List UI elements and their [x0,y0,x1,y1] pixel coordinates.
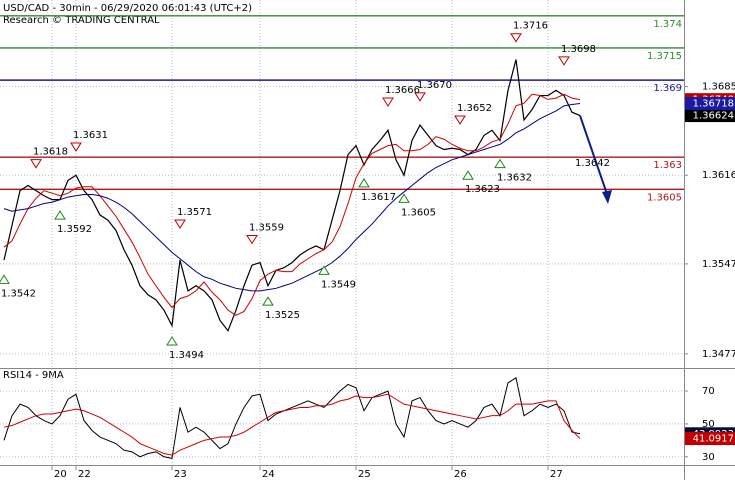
x-tick-label: 25 [358,469,371,480]
swing-low-label: 1.3549 [321,279,356,290]
y-tick-label: 1.3685 [702,82,735,93]
last-value-label: 1.36718 [693,99,734,110]
level-label: 1.3605 [647,192,682,203]
swing-low-label: 1.3525 [265,310,300,321]
swing-low-marker [398,193,410,203]
swing-high-marker [70,142,82,152]
x-tick-label: 23 [174,469,187,480]
swing-low-label: 1.3623 [465,184,500,195]
swing-high-marker [174,219,186,229]
level-label: 1.369 [653,83,682,94]
swing-low-marker [0,274,10,284]
swing-high-marker [510,33,522,43]
y-tick-label: 70 [702,386,715,397]
swing-low-label: 1.3605 [401,207,436,218]
swing-high-marker [246,234,258,245]
swing-high-label: 1.3652 [457,103,492,114]
swing-low-marker [462,170,474,180]
last-value-tag [685,97,735,111]
y-tick-label: 50 [702,419,715,430]
swing-high-label: 1.3631 [73,130,108,141]
swing-high-label: 1.3716 [513,21,548,32]
last-value-label: 1.36624 [693,111,734,122]
swing-high-label: 1.3571 [177,207,212,218]
level-label: 1.363 [653,160,682,171]
y-tick-label: 1.3477 [702,349,735,360]
swing-high-marker [30,159,42,169]
swing-low-label: 1.3617 [361,192,396,203]
level-label: 1.374 [653,19,682,30]
last-value-label: 41.0917 [693,434,734,445]
swing-low-marker [358,177,370,188]
series-line [3,103,581,292]
swing-low-label: 1.3494 [169,350,204,361]
swing-low-label: 1.3542 [1,288,36,299]
swing-low-label: 1.3632 [497,173,532,184]
swing-low-marker [318,265,330,275]
swing-high-marker [414,92,426,102]
series-line [3,377,581,460]
last-value-tag [685,432,735,446]
swing-high-marker [558,56,570,66]
y-tick-label: 1.3547 [702,259,735,270]
forecast-arrow [579,115,608,195]
swing-high-label: 1.3670 [417,80,452,91]
swing-high-marker [454,115,466,125]
swing-low-marker [494,158,506,169]
x-tick-label: 26 [454,469,467,480]
swing-high-label: 1.3666 [385,85,420,96]
y-tick-label: 1.3616 [702,170,735,181]
swing-low-marker [54,210,66,220]
swing-high-label: 1.3559 [249,222,284,233]
x-tick-label: 20 [54,469,67,480]
y-tick-label: 30 [702,452,715,463]
last-value-tag [685,109,735,123]
x-tick-label: 24 [262,469,275,480]
x-tick-label: 27 [550,469,563,480]
chart-subtitle: Research © TRADING CENTRAL [3,15,160,26]
rsi-title: RSI14 - 9MA [3,370,64,381]
swing-low-marker [166,336,178,346]
chart-title: USD/CAD - 30min - 06/29/2020 06:01:43 (U… [3,3,252,14]
series-line [3,393,581,456]
series-line [3,59,581,332]
x-tick-label: 22 [78,469,91,480]
level-label: 1.3715 [647,51,682,62]
swing-high-label: 1.3698 [561,44,596,55]
swing-low-label: 1.3592 [57,224,92,235]
swing-high-label: 1.3618 [33,147,68,158]
swing-low-marker [262,296,274,306]
forecast-label: 1.3642 [575,158,610,169]
swing-high-marker [382,97,394,107]
forecast-arrowhead [602,190,612,204]
